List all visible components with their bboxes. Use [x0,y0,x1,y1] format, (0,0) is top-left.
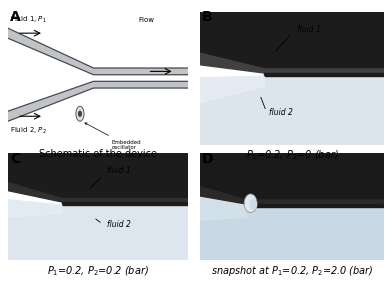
Circle shape [244,194,257,213]
Polygon shape [8,183,188,202]
Polygon shape [264,73,384,76]
Polygon shape [200,153,384,200]
Text: Fluid 2, $P_2$: Fluid 2, $P_2$ [10,126,46,136]
Circle shape [76,106,84,121]
Text: $P_1$=0.2, $P_2$=0 (bar): $P_1$=0.2, $P_2$=0 (bar) [245,149,339,162]
Polygon shape [8,200,188,260]
Polygon shape [200,203,384,260]
Polygon shape [200,53,384,73]
Text: snapshot at $P_1$=0.2, $P_2$=2.0 (bar): snapshot at $P_1$=0.2, $P_2$=2.0 (bar) [211,264,374,278]
Text: fluid 2: fluid 2 [269,108,293,116]
Polygon shape [200,76,264,103]
Polygon shape [8,200,62,217]
Text: D: D [202,152,213,166]
Polygon shape [200,76,384,144]
Text: $P_1$=0.2, $P_2$=0.2 (bar): $P_1$=0.2, $P_2$=0.2 (bar) [47,264,149,278]
Text: C: C [10,152,20,166]
Text: Schematic of the device: Schematic of the device [39,149,157,159]
Text: Fluid 1, $P_1$: Fluid 1, $P_1$ [10,15,46,25]
Polygon shape [62,202,188,205]
Text: fluid 1: fluid 1 [107,166,131,175]
Text: Flow: Flow [139,17,154,23]
Polygon shape [200,203,246,220]
Polygon shape [8,81,188,121]
Text: A: A [10,10,20,24]
Polygon shape [8,153,188,199]
Polygon shape [246,204,384,207]
Polygon shape [200,187,384,204]
Text: fluid 2: fluid 2 [107,220,131,229]
Polygon shape [8,28,188,75]
Text: fluid 1: fluid 1 [297,25,321,34]
Circle shape [79,111,81,116]
Text: Embedded
oscillator: Embedded oscillator [85,123,141,150]
Circle shape [250,200,257,209]
Polygon shape [200,12,384,69]
Text: B: B [202,10,212,24]
